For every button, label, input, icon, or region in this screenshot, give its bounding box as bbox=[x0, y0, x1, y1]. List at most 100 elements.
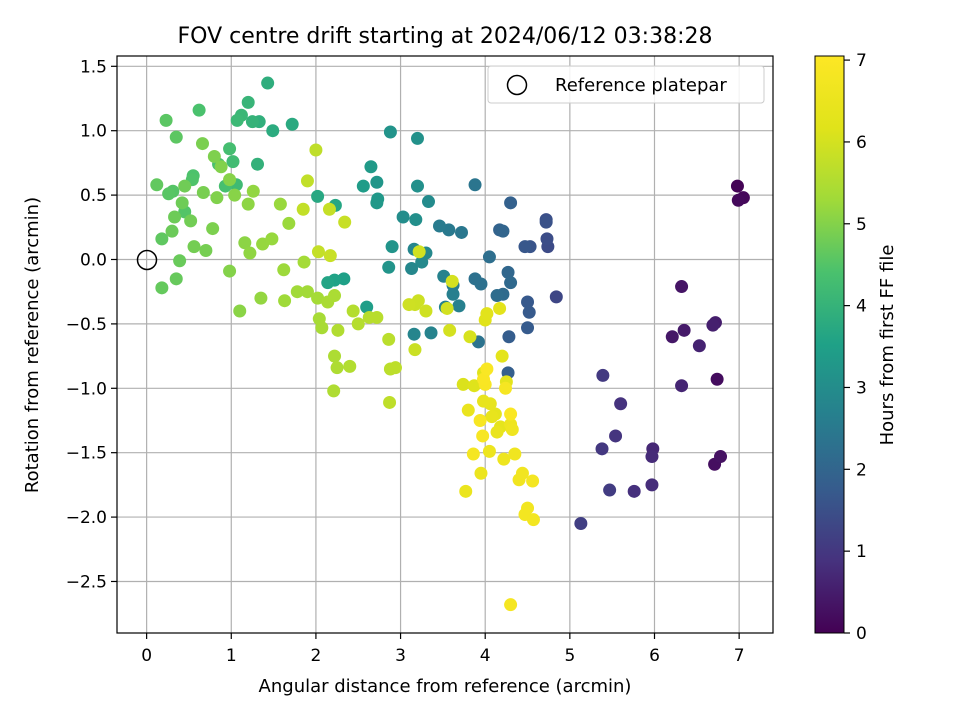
data-point bbox=[412, 245, 426, 259]
data-point bbox=[493, 301, 507, 315]
colorbar-label: Hours from first FF file bbox=[877, 245, 898, 446]
data-point bbox=[461, 403, 475, 417]
data-point bbox=[192, 103, 206, 117]
data-point bbox=[370, 196, 384, 210]
data-point bbox=[311, 245, 325, 259]
y-tick-label: 1.0 bbox=[80, 122, 107, 142]
colorbar: 0 1 2 3 4 5 6 7 Hours from first FF file bbox=[814, 51, 898, 644]
data-point bbox=[230, 113, 244, 127]
data-point bbox=[518, 240, 532, 254]
data-point bbox=[710, 372, 724, 386]
data-point bbox=[515, 466, 529, 480]
y-axis-label: Rotation from reference (arcmin) bbox=[22, 197, 43, 493]
data-point bbox=[300, 174, 314, 188]
data-point bbox=[331, 323, 345, 337]
colorbar-tick-label: 5 bbox=[856, 215, 867, 235]
data-point bbox=[356, 179, 370, 193]
data-point bbox=[223, 142, 237, 156]
data-point bbox=[522, 305, 536, 319]
data-point bbox=[445, 274, 459, 288]
data-point bbox=[409, 213, 423, 227]
data-point bbox=[187, 240, 201, 254]
data-point bbox=[322, 202, 336, 216]
data-point bbox=[243, 246, 257, 260]
data-point bbox=[223, 264, 237, 278]
data-point bbox=[415, 255, 429, 269]
data-point bbox=[496, 224, 510, 238]
data-point bbox=[402, 298, 416, 312]
data-point bbox=[627, 484, 641, 498]
data-point bbox=[241, 95, 255, 109]
data-point bbox=[526, 474, 540, 488]
chart-title: FOV centre drift starting at 2024/06/12 … bbox=[178, 24, 713, 49]
data-point bbox=[455, 225, 469, 239]
data-point bbox=[323, 249, 337, 263]
data-point bbox=[206, 222, 220, 236]
data-point bbox=[596, 368, 610, 382]
data-point bbox=[468, 178, 482, 192]
data-point bbox=[285, 117, 299, 131]
x-tick-label: 3 bbox=[395, 646, 406, 666]
data-point bbox=[497, 452, 511, 466]
data-point bbox=[150, 178, 164, 192]
data-point bbox=[311, 291, 325, 305]
data-point bbox=[440, 301, 454, 315]
data-point bbox=[165, 224, 179, 238]
data-point bbox=[614, 397, 628, 411]
data-point bbox=[346, 304, 360, 318]
data-point bbox=[446, 287, 460, 301]
x-tick-label: 6 bbox=[649, 646, 660, 666]
data-point bbox=[273, 197, 287, 211]
data-point bbox=[645, 478, 659, 492]
data-point bbox=[338, 215, 352, 229]
data-point bbox=[459, 484, 473, 498]
data-point bbox=[549, 290, 563, 304]
y-tick-label: −2.5 bbox=[66, 572, 107, 592]
data-point bbox=[278, 294, 292, 308]
data-point bbox=[184, 214, 198, 228]
data-point bbox=[410, 179, 424, 193]
data-point bbox=[665, 330, 679, 344]
data-point bbox=[504, 196, 518, 210]
data-point bbox=[452, 299, 466, 313]
x-tick-label: 2 bbox=[311, 646, 322, 666]
x-axis-label: Angular distance from reference (arcmin) bbox=[259, 676, 632, 697]
data-point bbox=[251, 157, 265, 171]
data-point bbox=[504, 276, 518, 290]
data-point bbox=[495, 349, 509, 363]
data-point bbox=[382, 332, 396, 346]
data-point bbox=[714, 450, 728, 464]
data-point bbox=[327, 384, 341, 398]
plot-frame bbox=[116, 55, 774, 634]
x-tick-label: 1 bbox=[226, 646, 237, 666]
data-point bbox=[300, 285, 314, 299]
data-point bbox=[504, 598, 518, 612]
data-point bbox=[468, 272, 482, 286]
data-point bbox=[360, 300, 374, 314]
x-tick-label: 4 bbox=[480, 646, 491, 666]
data-point bbox=[214, 160, 228, 174]
data-point bbox=[207, 149, 221, 163]
reference-platepar-marker bbox=[136, 249, 158, 271]
data-point bbox=[311, 189, 325, 203]
data-point bbox=[385, 240, 399, 254]
colorbar-tick-label: 1 bbox=[856, 542, 867, 562]
data-point bbox=[474, 466, 488, 480]
data-point bbox=[296, 202, 310, 216]
data-point bbox=[521, 321, 535, 335]
data-point bbox=[706, 318, 720, 332]
data-point bbox=[241, 197, 255, 211]
data-point bbox=[343, 359, 357, 373]
data-point bbox=[328, 349, 342, 363]
y-tick-label: 1.5 bbox=[80, 57, 107, 77]
data-point bbox=[351, 317, 365, 331]
data-point bbox=[432, 219, 446, 233]
data-point bbox=[297, 255, 311, 269]
data-point bbox=[238, 236, 252, 250]
data-point bbox=[321, 276, 335, 290]
x-tick-label: 5 bbox=[564, 646, 575, 666]
data-point bbox=[233, 304, 247, 318]
data-point bbox=[277, 263, 291, 277]
data-point bbox=[173, 254, 187, 268]
legend: Reference platepar bbox=[487, 65, 765, 104]
